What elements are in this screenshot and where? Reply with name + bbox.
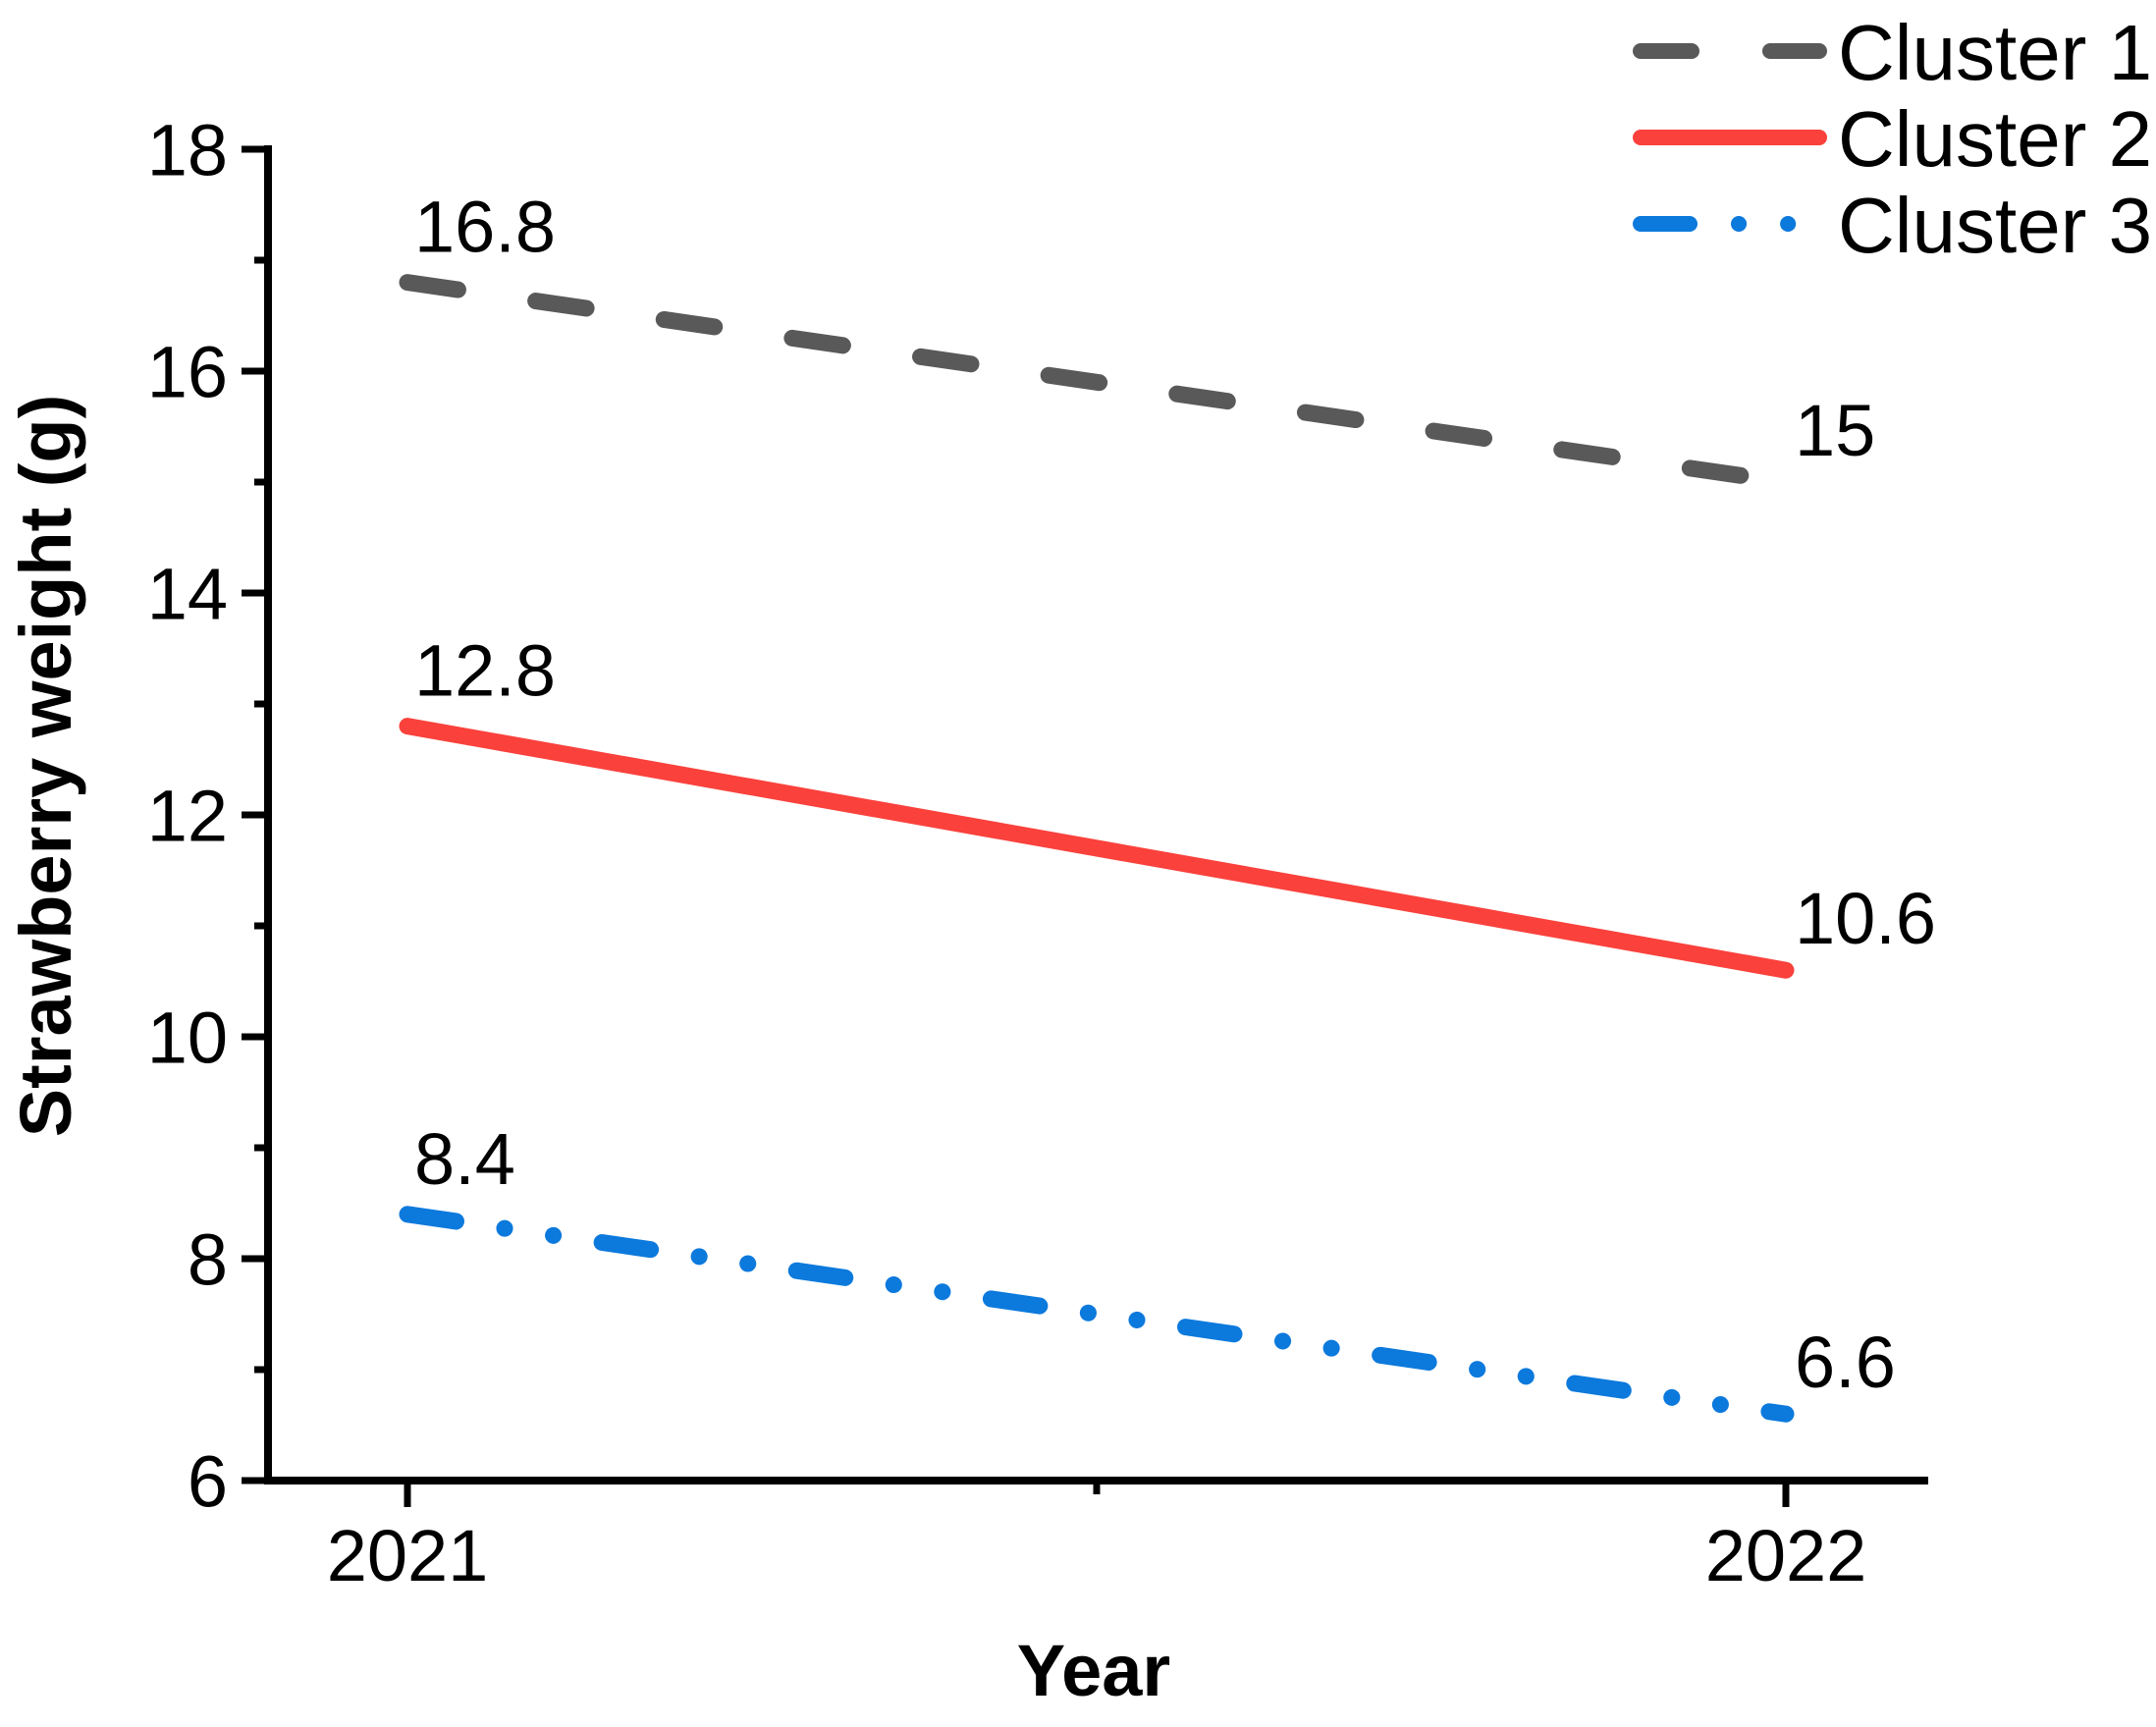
y-tick-label: 10 — [147, 998, 228, 1079]
x-axis-title: Year — [1017, 1630, 1170, 1711]
y-tick-label: 8 — [188, 1219, 228, 1301]
legend-label: Cluster 3 — [1838, 182, 2152, 269]
point-label-end: 6.6 — [1795, 1322, 1896, 1403]
y-tick-label: 18 — [147, 110, 228, 191]
legend-label: Cluster 1 — [1838, 9, 2152, 96]
y-tick-label: 14 — [147, 554, 228, 635]
series-line-cluster-1 — [399, 274, 1795, 491]
x-tick-label: 2022 — [1705, 1515, 1867, 1596]
y-tick-label: 12 — [147, 776, 228, 857]
point-label-start: 12.8 — [414, 630, 556, 712]
x-tick-label: 2021 — [327, 1515, 489, 1596]
point-label-end: 10.6 — [1795, 878, 1936, 959]
point-label-start: 8.4 — [414, 1118, 515, 1200]
y-axis-title: Strawberry weight (g) — [5, 395, 86, 1138]
point-label-end: 15 — [1795, 390, 1875, 471]
series-line-cluster-3 — [399, 1206, 1795, 1423]
y-tick-label: 16 — [147, 332, 228, 413]
legend-label: Cluster 2 — [1838, 95, 2152, 183]
series-line-cluster-2 — [399, 718, 1795, 979]
y-tick-label: 6 — [188, 1441, 228, 1523]
point-label-start: 16.8 — [414, 187, 556, 268]
